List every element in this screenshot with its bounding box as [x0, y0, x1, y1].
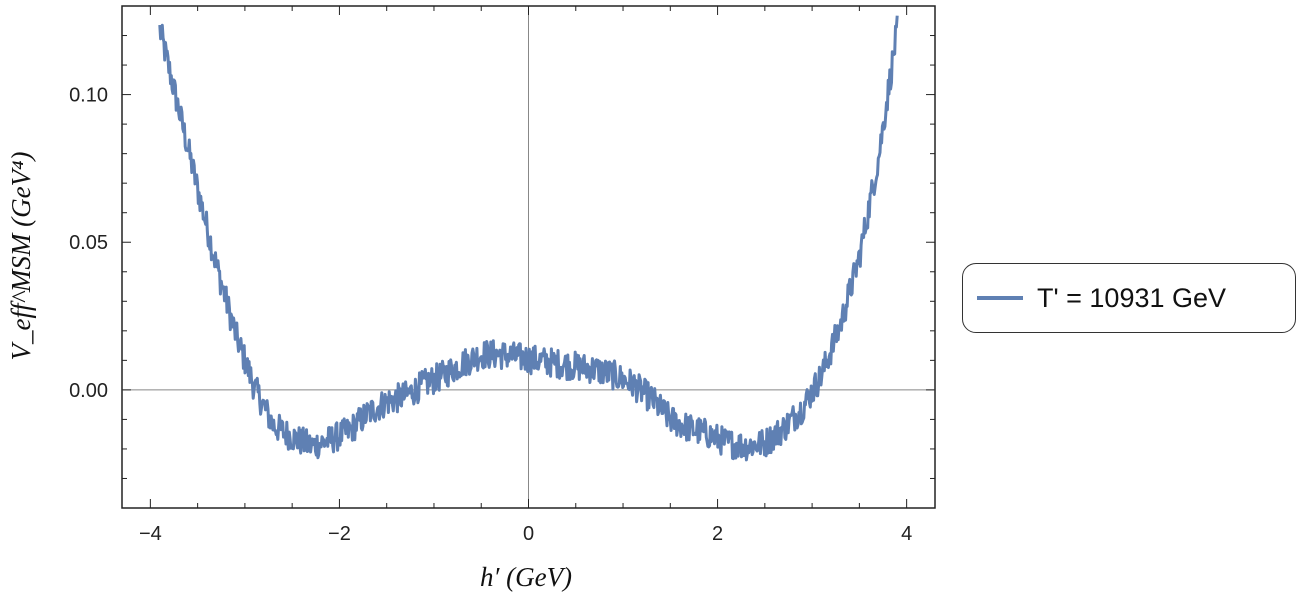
x-tick-label: 4: [901, 523, 912, 545]
x-tick-label: 2: [712, 523, 723, 545]
x-tick-label: −2: [328, 523, 351, 545]
x-axis-title: h′ (GeV): [480, 562, 572, 592]
x-tick-label: 0: [523, 523, 534, 545]
tick-labels: −4 −2 0 2 4 0.00 0.05 0.10: [69, 85, 912, 545]
axis-ticks: [122, 6, 935, 508]
series-line: [158, 15, 899, 462]
y-tick-label: 0.05: [69, 232, 108, 254]
x-tick-label: −4: [139, 523, 162, 545]
legend-swatch: [977, 296, 1023, 300]
origin-axes: [122, 6, 935, 508]
legend-series-label: T' = 10931 GeV: [1037, 282, 1227, 313]
y-tick-label: 0.10: [69, 85, 108, 107]
y-tick-label: 0.00: [69, 380, 108, 402]
y-axis-title: V_eff^MSM (GeV⁴): [6, 152, 36, 361]
legend: T' = 10931 GeV: [962, 263, 1296, 333]
series-layer: [158, 15, 899, 462]
